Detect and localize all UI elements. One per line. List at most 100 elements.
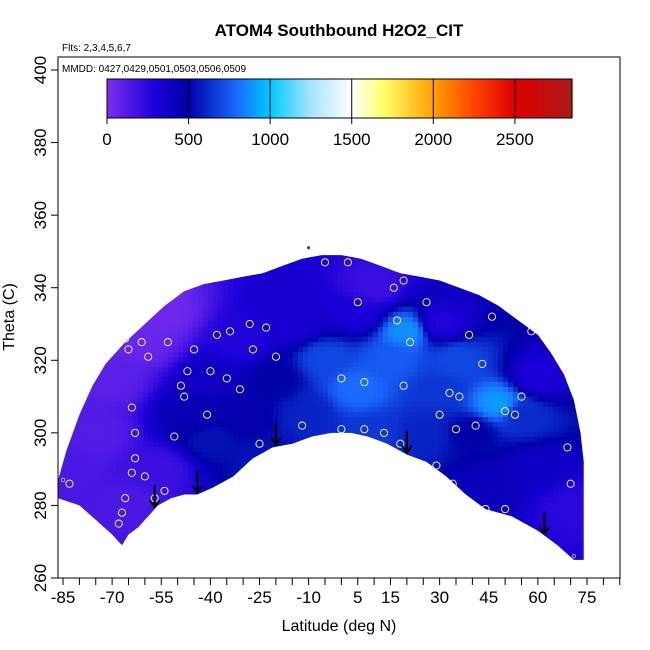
- field-cell: [278, 187, 283, 192]
- field-cell: [313, 212, 318, 217]
- field-cell: [118, 362, 124, 368]
- field-cell: [203, 197, 208, 202]
- field-cell: [238, 397, 244, 403]
- field-cell: [183, 197, 188, 202]
- field-cell: [153, 137, 158, 142]
- field-cell: [288, 337, 294, 343]
- field-cell: [248, 332, 254, 338]
- field-cell: [268, 382, 274, 388]
- field-cell: [198, 297, 204, 303]
- field-cell: [163, 192, 168, 197]
- field-cell: [248, 537, 254, 543]
- field-cell: [253, 357, 259, 363]
- field-cell: [158, 267, 164, 273]
- field-cell: [83, 412, 89, 418]
- field-cell: [213, 452, 219, 458]
- field-cell: [113, 432, 119, 438]
- field-cell: [173, 352, 179, 358]
- field-cell: [223, 427, 229, 433]
- field-cell: [263, 337, 269, 343]
- field-cell: [313, 127, 318, 132]
- field-cell: [203, 147, 208, 152]
- field-cell: [283, 317, 289, 323]
- field-cell: [303, 137, 308, 142]
- field-cell: [88, 242, 93, 247]
- field-cell: [138, 372, 144, 378]
- field-cell: [248, 522, 254, 528]
- field-cell: [308, 532, 314, 538]
- field-cell: [228, 197, 233, 202]
- field-cell: [268, 467, 274, 473]
- field-cell: [168, 237, 173, 242]
- field-cell: [133, 222, 138, 227]
- field-cell: [283, 122, 288, 127]
- field-cell: [83, 397, 89, 403]
- field-cell: [223, 487, 229, 493]
- field-cell: [183, 277, 189, 283]
- field-cell: [143, 237, 148, 242]
- field-cell: [123, 302, 129, 308]
- field-cell: [218, 432, 224, 438]
- field-cell: [88, 237, 93, 242]
- field-cell: [248, 172, 253, 177]
- field-cell: [183, 402, 189, 408]
- field-cell: [123, 522, 129, 528]
- field-cell: [228, 362, 234, 368]
- field-cell: [83, 257, 89, 263]
- field-cell: [163, 487, 169, 493]
- field-cell: [238, 532, 244, 538]
- field-cell: [128, 427, 134, 433]
- field-cell: [293, 227, 298, 232]
- field-cell: [78, 442, 84, 448]
- field-cell: [93, 477, 99, 483]
- field-cell: [248, 562, 253, 567]
- field-cell: [298, 422, 304, 428]
- field-cell: [168, 302, 174, 308]
- field-cell: [243, 467, 249, 473]
- field-cell: [243, 397, 249, 403]
- field-cell: [248, 187, 253, 192]
- field-cell: [58, 527, 64, 533]
- field-cell: [278, 307, 284, 313]
- field-cell: [258, 532, 264, 538]
- field-cell: [73, 537, 79, 543]
- field-cell: [238, 217, 243, 222]
- field-cell: [58, 557, 64, 560]
- field-cell: [148, 527, 154, 533]
- field-cell: [278, 197, 283, 202]
- field-cell: [168, 277, 174, 283]
- field-cell: [78, 332, 84, 338]
- field-cell: [193, 392, 199, 398]
- field-cell: [198, 122, 203, 127]
- field-cell: [298, 322, 304, 328]
- field-cell: [203, 277, 209, 283]
- field-cell: [313, 257, 319, 263]
- field-cell: [163, 547, 169, 553]
- field-cell: [78, 462, 84, 468]
- field-cell: [63, 117, 68, 122]
- field-cell: [288, 342, 294, 348]
- field-cell: [198, 392, 204, 398]
- field-cell: [68, 482, 74, 488]
- field-cell: [213, 247, 218, 252]
- field-cell: [183, 322, 189, 328]
- field-cell: [153, 297, 159, 303]
- field-cell: [198, 547, 204, 553]
- field-cell: [253, 477, 259, 483]
- field-cell: [78, 497, 84, 503]
- field-cell: [218, 257, 224, 263]
- field-cell: [308, 422, 314, 428]
- field-cell: [243, 177, 248, 182]
- field-cell: [213, 402, 219, 408]
- field-cell: [213, 182, 218, 187]
- field-cell: [193, 437, 199, 443]
- field-cell: [113, 517, 119, 523]
- field-cell: [223, 457, 229, 463]
- field-cell: [158, 187, 163, 192]
- field-cell: [73, 177, 78, 182]
- field-cell: [148, 337, 154, 343]
- field-cell: [148, 297, 154, 303]
- field-cell: [223, 272, 229, 278]
- field-cell: [153, 172, 158, 177]
- field-cell: [68, 222, 73, 227]
